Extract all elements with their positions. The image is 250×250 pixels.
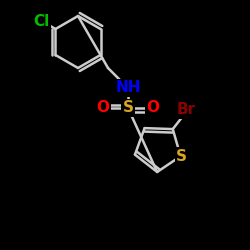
Text: Cl: Cl — [33, 14, 49, 28]
Text: Br: Br — [177, 102, 196, 117]
Text: S: S — [122, 100, 134, 116]
Text: O: O — [146, 100, 160, 116]
Text: S: S — [176, 149, 187, 164]
Text: O: O — [96, 100, 110, 116]
Text: NH: NH — [115, 80, 141, 96]
